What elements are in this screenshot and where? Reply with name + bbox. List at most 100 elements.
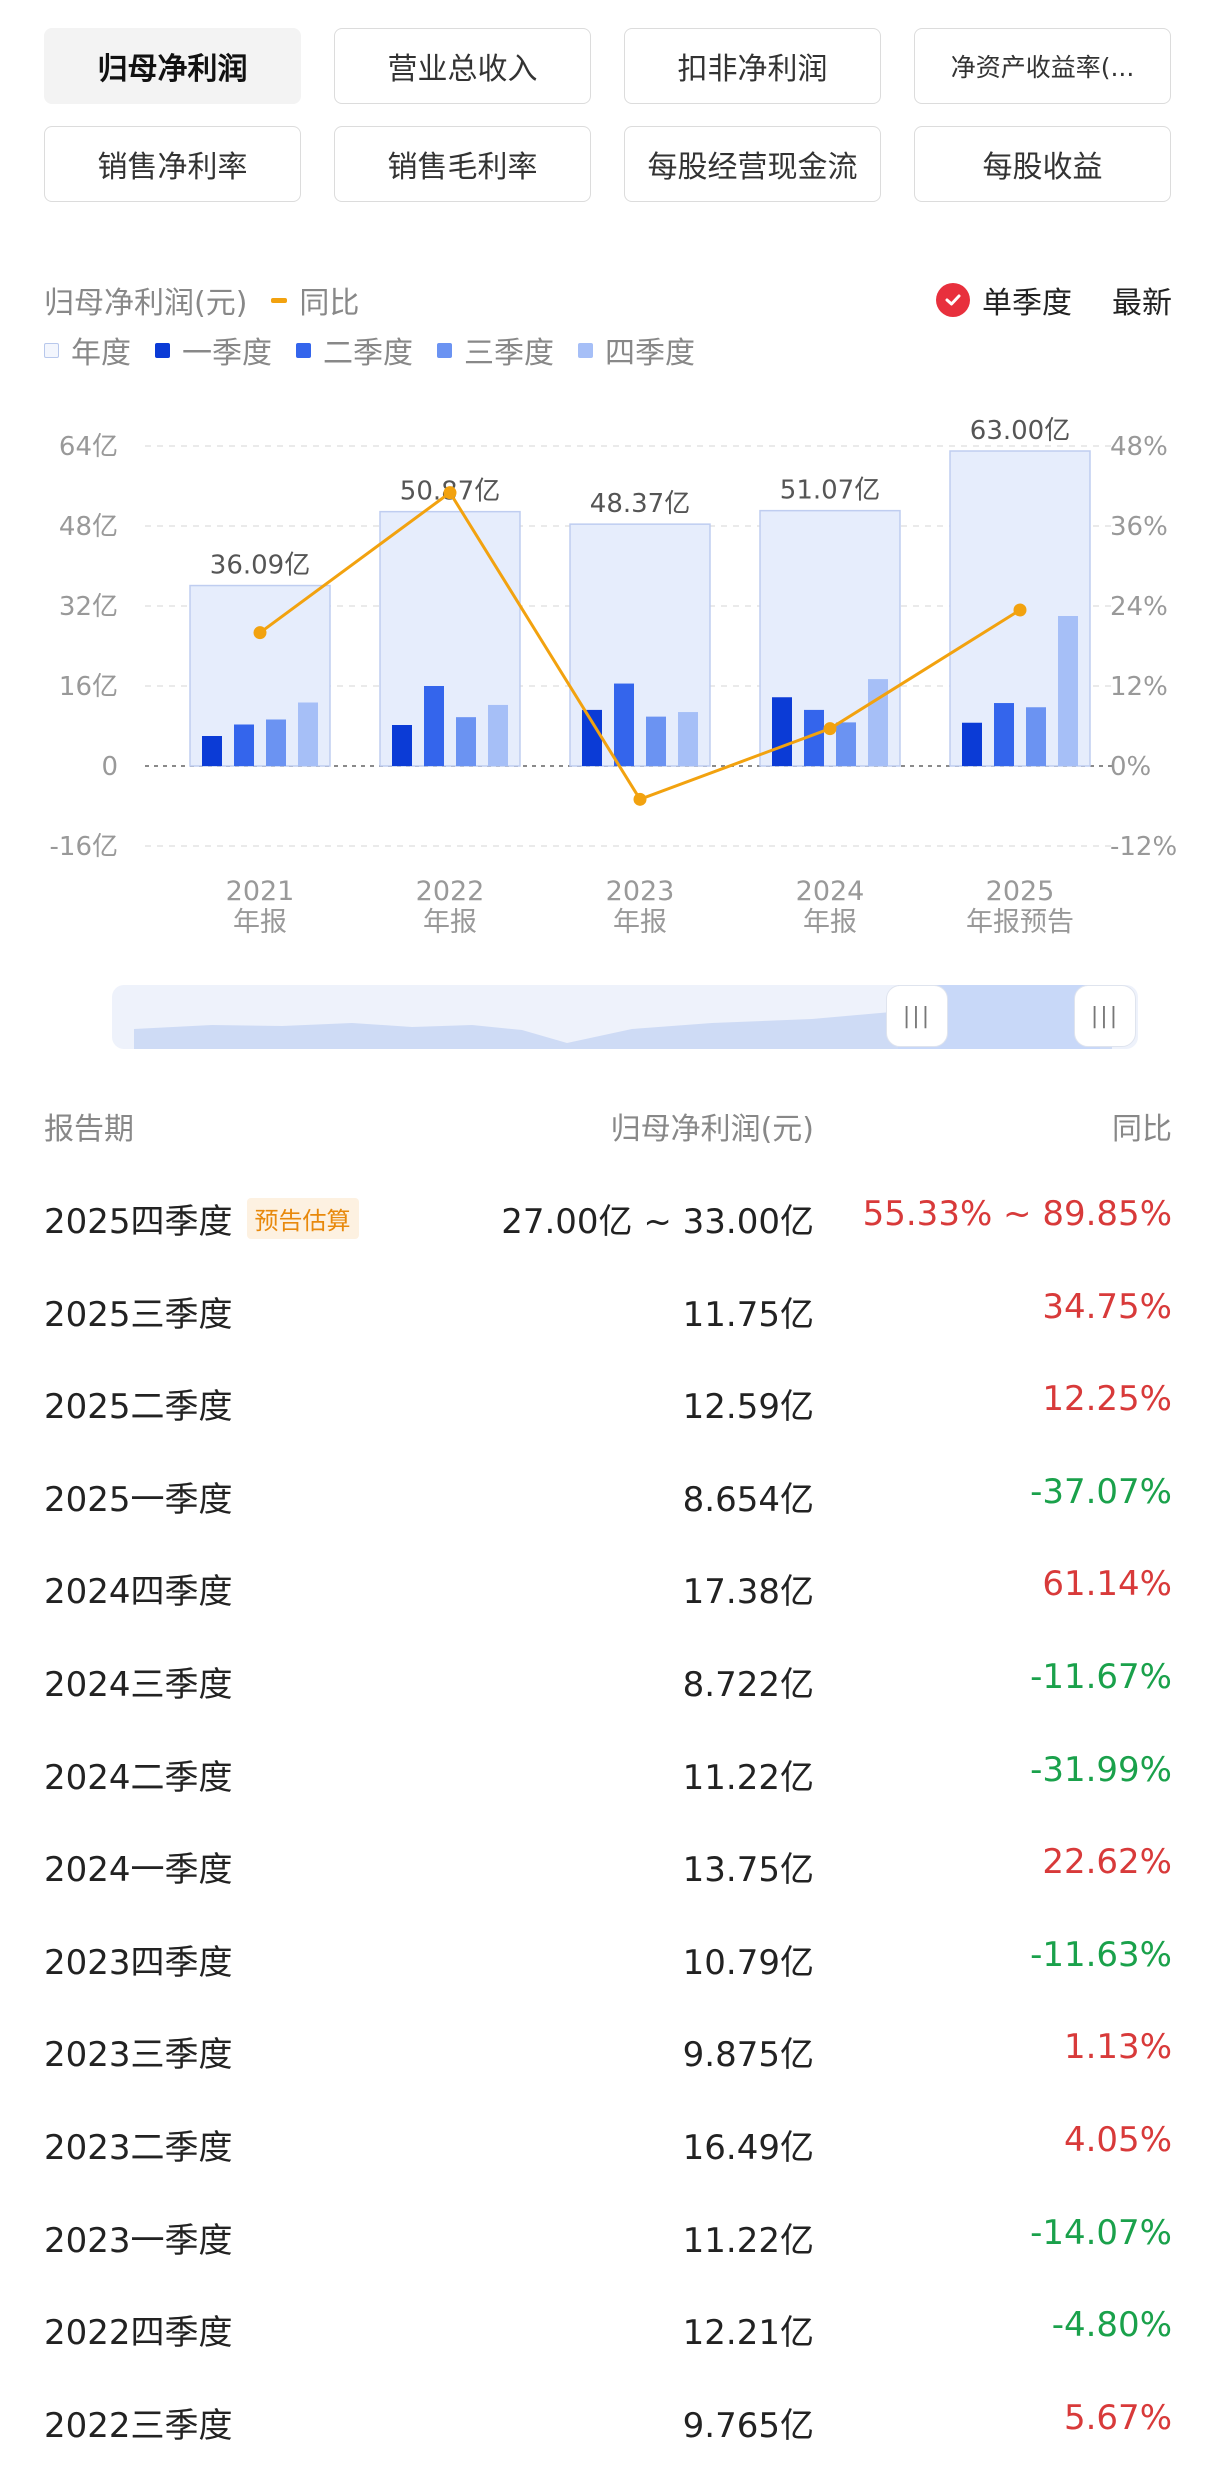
row-yoy: 1.13% xyxy=(1063,2027,1172,2068)
y-tick-label: 48亿 xyxy=(59,512,118,542)
row-period: 2023四季度 xyxy=(44,1935,233,1984)
slider-left-handle[interactable]: ||| xyxy=(886,985,948,1047)
yoy-point xyxy=(253,626,267,640)
x-tick-type: 年报 xyxy=(233,907,287,938)
row-period-text: 2023一季度 xyxy=(44,2220,233,2261)
row-value: 9.765亿 xyxy=(682,2405,814,2446)
quarter-bar xyxy=(298,702,318,766)
row-period: 2025四季度 预告估算 xyxy=(44,1194,359,1243)
table-row[interactable]: 2024四季度 17.38亿 61.14% xyxy=(44,1540,1172,1633)
table-row[interactable]: 2024一季度 13.75亿 22.62% xyxy=(44,1818,1172,1911)
x-tick-year: 2023 xyxy=(606,876,675,907)
yoy-point xyxy=(823,722,837,736)
table-row[interactable]: 2024二季度 11.22亿 -31.99% xyxy=(44,1726,1172,1819)
row-yoy: -11.63% xyxy=(1030,1934,1172,1975)
table-row[interactable]: 2022四季度 12.21亿 -4.80% xyxy=(44,2281,1172,2374)
range-slider[interactable]: ||| ||| xyxy=(112,985,1138,1049)
slider-preview xyxy=(134,995,1112,1049)
table-row[interactable]: 2023二季度 16.49亿 4.05% xyxy=(44,2096,1172,2189)
row-period-text: 2025三季度 xyxy=(44,1294,233,1335)
legend-q1[interactable]: 一季度 xyxy=(155,328,272,372)
legend-annual[interactable]: 年度 xyxy=(44,328,131,372)
latest-button[interactable]: 最新 xyxy=(1112,286,1172,321)
legend-q4-swatch xyxy=(578,342,593,358)
forecast-tag: 预告估算 xyxy=(246,1198,359,1239)
row-value: 16.49亿 xyxy=(682,2127,814,2168)
quarter-bar xyxy=(646,716,666,766)
single-quarter-label: 单季度 xyxy=(982,286,1072,321)
quarter-bar xyxy=(202,736,222,766)
yoy-point xyxy=(443,486,457,500)
x-tick-year: 2025 xyxy=(986,876,1055,907)
y2-tick-label: 48% xyxy=(1110,432,1168,462)
tab-8[interactable]: 每股收益 xyxy=(914,126,1171,202)
yoy-point xyxy=(633,792,647,806)
row-period-text: 2024三季度 xyxy=(44,1664,233,1705)
tab-1[interactable]: 归母净利润 xyxy=(44,28,301,104)
annual-value-label: 36.09亿 xyxy=(210,551,310,581)
single-quarter-toggle[interactable]: 单季度 最新 xyxy=(936,278,1172,322)
table-row[interactable]: 2025一季度 8.654亿 -37.07% xyxy=(44,1448,1172,1541)
quarter-bar xyxy=(392,725,412,766)
y-tick-label: 0 xyxy=(101,752,118,782)
table-row[interactable]: 2023一季度 11.22亿 -14.07% xyxy=(44,2189,1172,2282)
quarter-bar xyxy=(678,712,698,766)
tab-6[interactable]: 销售毛利率 xyxy=(334,126,591,202)
row-period: 2024二季度 xyxy=(44,1750,233,1799)
y2-tick-label: -12% xyxy=(1110,832,1177,862)
table-row[interactable]: 2022三季度 9.765亿 5.67% xyxy=(44,2374,1172,2466)
row-value: 13.75亿 xyxy=(682,1850,814,1891)
table-row[interactable]: 2025三季度 11.75亿 34.75% xyxy=(44,1263,1172,1356)
tab-7[interactable]: 每股经营现金流 xyxy=(624,126,881,202)
quarter-bar xyxy=(836,722,856,766)
row-period-text: 2024一季度 xyxy=(44,1850,233,1891)
row-yoy: -11.67% xyxy=(1030,1656,1172,1697)
row-period: 2023一季度 xyxy=(44,2213,233,2262)
row-period-text: 2023三季度 xyxy=(44,2035,233,2076)
metric-label: 归母净利润(元) xyxy=(44,286,248,321)
legend-q3[interactable]: 三季度 xyxy=(437,328,554,372)
row-period: 2023二季度 xyxy=(44,2120,233,2169)
check-icon xyxy=(936,283,970,317)
tab-2[interactable]: 营业总收入 xyxy=(334,28,591,104)
quarter-bar xyxy=(582,709,602,766)
quarter-bar xyxy=(868,679,888,766)
table-header: 报告期 归母净利润(元) 同比 xyxy=(44,1100,1172,1148)
y-tick-label: -16亿 xyxy=(50,832,118,862)
row-yoy: -4.80% xyxy=(1051,2305,1172,2346)
tab-5[interactable]: 销售净利率 xyxy=(44,126,301,202)
legend-q4[interactable]: 四季度 xyxy=(578,328,695,372)
legend-annual-swatch xyxy=(44,342,59,358)
y2-tick-label: 24% xyxy=(1110,592,1168,622)
row-value: 8.654亿 xyxy=(682,1479,814,1520)
tab-4[interactable]: 净资产收益率(... xyxy=(914,28,1171,104)
quarter-bar xyxy=(234,724,254,766)
table-row[interactable]: 2023四季度 10.79亿 -11.63% xyxy=(44,1911,1172,2004)
row-yoy: -37.07% xyxy=(1030,1471,1172,1512)
row-period-text: 2024二季度 xyxy=(44,1757,233,1798)
table-row[interactable]: 2025二季度 12.59亿 12.25% xyxy=(44,1355,1172,1448)
slider-right-handle[interactable]: ||| xyxy=(1074,985,1136,1047)
y2-tick-label: 36% xyxy=(1110,512,1168,542)
y-tick-label: 16亿 xyxy=(59,672,118,702)
legend-q2[interactable]: 二季度 xyxy=(296,328,413,372)
table-row[interactable]: 2024三季度 8.722亿 -11.67% xyxy=(44,1633,1172,1726)
row-yoy: 12.25% xyxy=(1042,1379,1172,1420)
annual-value-label: 48.37亿 xyxy=(590,489,690,519)
row-yoy: 5.67% xyxy=(1063,2397,1172,2438)
legend-q1-swatch xyxy=(155,342,170,358)
row-value: 11.22亿 xyxy=(682,1757,814,1798)
x-tick-type: 年报 xyxy=(423,907,477,938)
legend-q4-label: 四季度 xyxy=(605,336,695,371)
quarter-bar xyxy=(804,709,824,766)
row-value: 9.875亿 xyxy=(682,2035,814,2076)
row-value: 12.21亿 xyxy=(682,2313,814,2354)
row-yoy: 34.75% xyxy=(1042,1286,1172,1327)
table-row[interactable]: 2023三季度 9.875亿 1.13% xyxy=(44,2003,1172,2096)
table-row[interactable]: 2025四季度 预告估算 27.00亿 ~ 33.00亿 55.33% ~ 89.85… xyxy=(44,1170,1172,1263)
legend-q2-label: 二季度 xyxy=(323,336,413,371)
tab-3[interactable]: 扣非净利润 xyxy=(624,28,881,104)
yoy-line-swatch xyxy=(271,297,288,303)
x-tick-year: 2024 xyxy=(796,876,865,907)
annual-value-label: 51.07亿 xyxy=(780,476,880,506)
